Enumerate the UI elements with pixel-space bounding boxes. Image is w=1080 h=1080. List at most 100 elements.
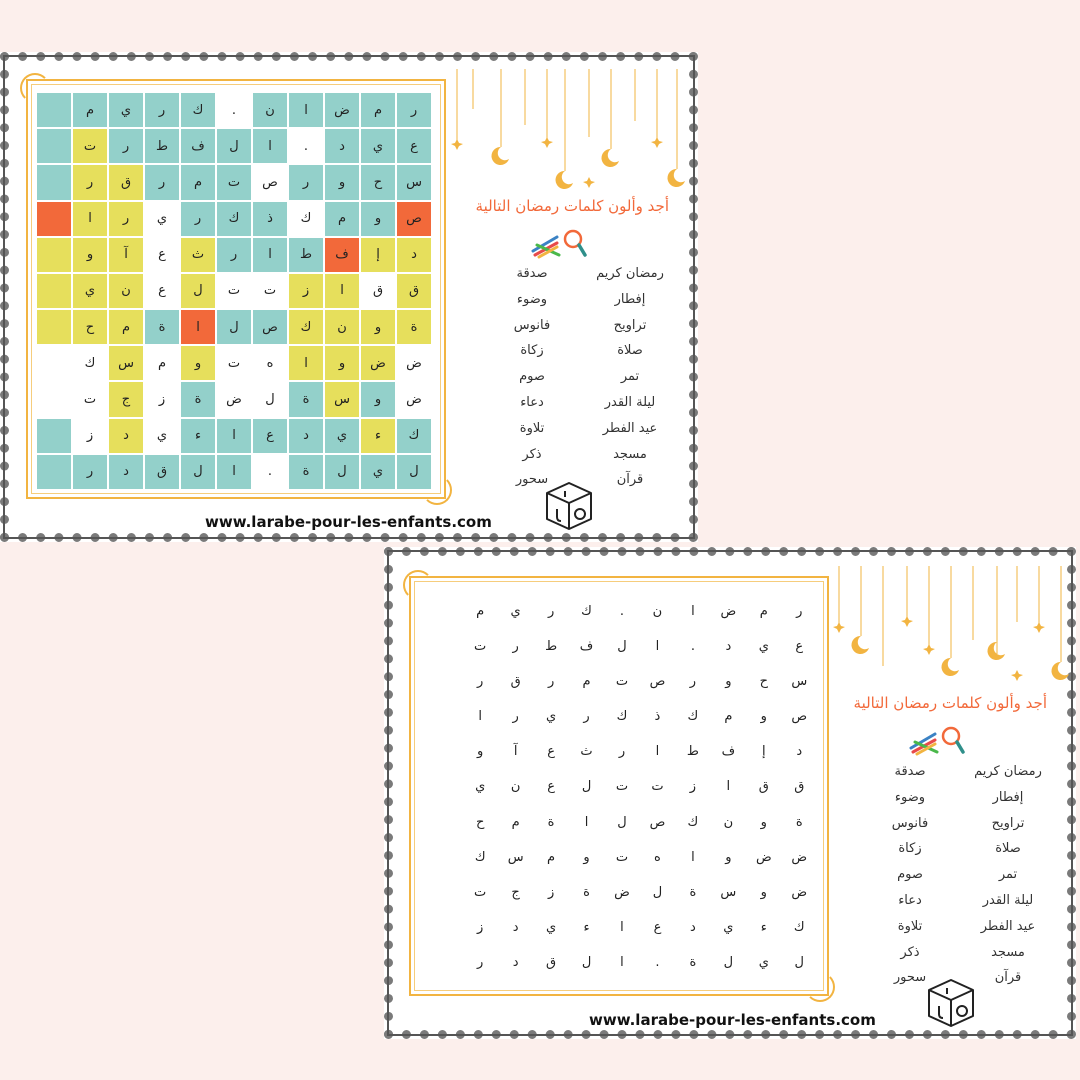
word-item: تمر	[620, 369, 640, 385]
word-item: وضوء	[516, 291, 548, 307]
grid-cell: ي	[497, 594, 534, 630]
grid-cell: ث	[181, 237, 215, 272]
crescent-moon-icon	[1051, 661, 1069, 680]
grid-cell: ز	[533, 874, 569, 910]
word-item: مسجد	[991, 944, 1025, 960]
grid-cell: ق	[361, 273, 395, 309]
grid-cell: ل	[217, 129, 251, 164]
star-icon	[1033, 622, 1045, 633]
grid-cell: ط	[289, 237, 323, 272]
crescent-moon-icon	[491, 146, 509, 165]
grid-cell: د	[109, 418, 143, 453]
word-item: صدقة	[516, 266, 548, 281]
word-item: عيد الفطر	[980, 918, 1036, 934]
grid-cell: ع	[781, 629, 817, 665]
alphabet-cube-logo-icon	[928, 979, 974, 1027]
grid-cell: ة	[181, 382, 215, 417]
crescent-moon-icon	[555, 170, 573, 189]
grid-cell: ل	[325, 454, 359, 489]
grid-cell: ي	[145, 201, 179, 236]
grid-cell: ن	[639, 594, 676, 630]
grid-cell: ر	[73, 454, 107, 489]
word-item: فانوس	[891, 815, 929, 831]
grid-cell: ة	[781, 804, 817, 840]
grid-cell: ع	[533, 734, 569, 770]
grid-cell: ع	[253, 418, 287, 453]
word-item: تمر	[998, 867, 1018, 883]
word-item: زكاة	[898, 841, 922, 857]
word-item: صوم	[519, 369, 545, 385]
grid-cell: س	[325, 382, 359, 417]
grid-cell: ت	[604, 664, 640, 700]
grid-cell: ض	[604, 874, 640, 910]
grid-cell: ا	[73, 201, 107, 236]
grid-cell: و	[325, 165, 359, 200]
grid-cell: م	[462, 594, 498, 630]
grid-cell: ي	[109, 93, 143, 128]
star-icon	[1011, 670, 1023, 681]
grid-cell	[427, 804, 463, 840]
word-item: ذكر	[900, 944, 920, 960]
word-item: رمضان كريم	[596, 266, 664, 281]
grid-cell	[427, 909, 463, 945]
grid-cell: ل	[604, 804, 640, 840]
grid-cell: ض	[746, 839, 782, 875]
grid-cell: د	[397, 237, 431, 272]
grid-cell: ف	[568, 629, 605, 665]
word-item: ذكر	[522, 446, 542, 462]
grid-cell	[427, 839, 463, 875]
grid-cell: ق	[781, 769, 817, 805]
grid-cell: ه	[639, 839, 676, 875]
grid-cell: ع	[533, 769, 569, 805]
grid-cell: ع	[397, 129, 431, 164]
crescent-moon-icon	[601, 148, 619, 167]
grid-cell: ة	[675, 874, 711, 910]
grid-cell: ك	[781, 909, 817, 945]
grid-cell	[37, 129, 71, 164]
star-icon	[583, 177, 595, 188]
grid-cell: ر	[181, 201, 215, 236]
word-item: فانوس	[513, 317, 551, 333]
grid-cell: ع	[639, 909, 676, 945]
grid-cell: ة	[145, 310, 179, 345]
word-item: قرآن	[994, 970, 1022, 986]
grid-cell: ك	[604, 699, 640, 735]
grid-cell: ر	[109, 201, 143, 236]
grid-cell: ء	[746, 909, 782, 945]
grid-cell: ي	[73, 273, 107, 309]
grid-cell: و	[568, 839, 605, 875]
word-item: ليلة القدر	[604, 394, 656, 410]
grid-cell: ة	[675, 944, 711, 980]
grid-cell	[37, 454, 71, 489]
grid-cell: ز	[145, 382, 179, 417]
grid-cell: ط	[675, 734, 711, 770]
crescent-moon-icon	[667, 168, 685, 187]
grid-cell: س	[109, 346, 143, 381]
grid-cell: ذ	[253, 201, 287, 236]
grid-frame	[403, 570, 835, 1002]
grid-cell: ز	[462, 909, 498, 945]
star-icon	[541, 137, 553, 148]
grid-cell: ق	[497, 664, 534, 700]
grid-cell: إ	[361, 237, 395, 272]
grid-cell: ي	[325, 418, 359, 453]
grid-cell: س	[497, 839, 534, 875]
grid-cell: و	[746, 874, 782, 910]
word-item: تلاوة	[519, 420, 545, 436]
grid-cell: ر	[145, 165, 179, 200]
hanging-moons-stars-decoration	[451, 69, 685, 189]
website-url: www.larabe-pour-les-enfants.com	[205, 513, 492, 531]
grid-cell: آ	[497, 734, 534, 770]
word-item: قرآن	[616, 472, 644, 488]
grid-cell: و	[710, 839, 747, 875]
word-item: وضوء	[894, 789, 926, 805]
grid-cell: ق	[109, 165, 143, 200]
grid-cell: ا	[217, 418, 251, 453]
grid-cell: س	[397, 165, 431, 200]
grid-cell: م	[145, 346, 179, 381]
word-item: مسجد	[613, 446, 647, 462]
word-item: سحور	[515, 472, 549, 488]
website-url: www.larabe-pour-les-enfants.com	[589, 1011, 876, 1029]
